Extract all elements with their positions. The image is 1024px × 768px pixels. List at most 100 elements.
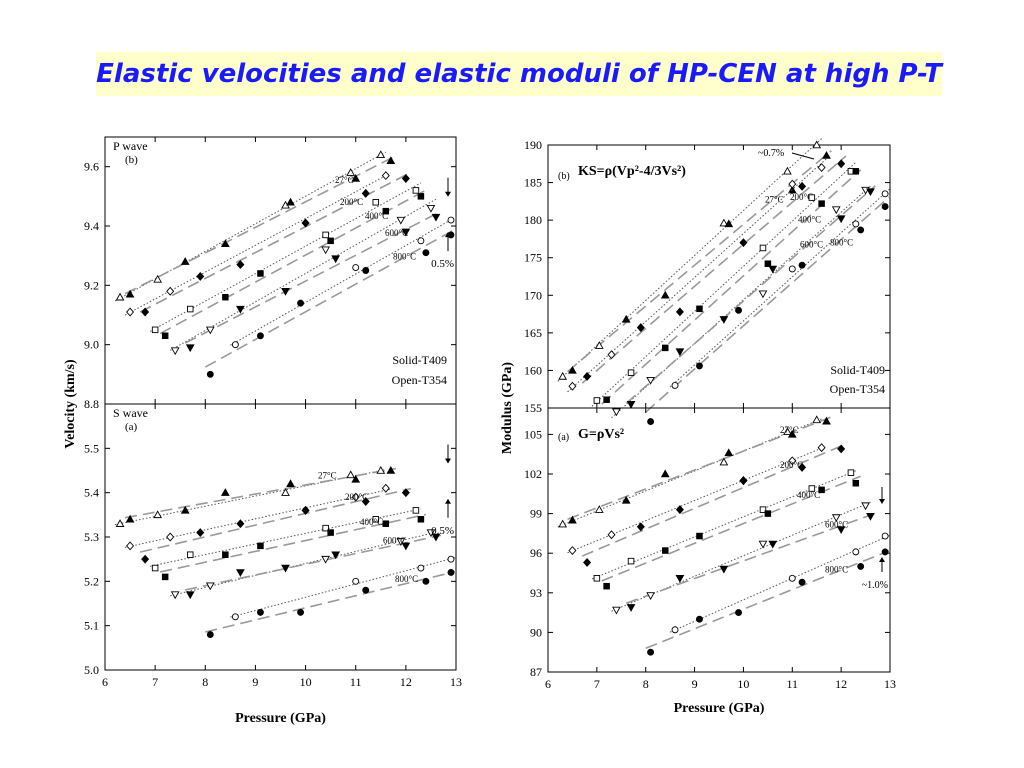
y-tick-label: 99 xyxy=(530,507,542,521)
open-point xyxy=(759,244,767,252)
open-point xyxy=(812,415,822,424)
solid-point xyxy=(161,332,169,340)
open-fit-line xyxy=(124,172,392,316)
open-point xyxy=(627,369,635,376)
solid-point xyxy=(866,512,875,521)
series-27C: 27°C xyxy=(114,150,397,302)
solid-point xyxy=(125,289,135,298)
percent-annotation: ~1.0% xyxy=(862,487,888,591)
solid-fit-line xyxy=(159,513,427,573)
open-point xyxy=(231,613,239,621)
open-point xyxy=(205,326,215,335)
open-point xyxy=(881,532,889,540)
solid-point xyxy=(431,213,441,222)
temperature-label: 400°C xyxy=(797,490,820,500)
solid-point xyxy=(297,299,305,307)
x-tick-label: 9 xyxy=(692,677,698,691)
open-point xyxy=(372,516,380,523)
open-point xyxy=(322,231,329,239)
solid-point xyxy=(401,542,411,551)
temperature-label: 200°C xyxy=(790,192,813,202)
panel-title: KS=ρ(Vp²-4/3Vs²) xyxy=(578,164,686,179)
solid-fit-line xyxy=(581,155,847,384)
legend-solid: Solid-T409 xyxy=(392,353,447,367)
x-tick-label: 8 xyxy=(202,675,208,689)
solid-point xyxy=(822,416,831,425)
solid-point xyxy=(281,564,290,573)
solid-point xyxy=(236,305,245,314)
solid-fit-line xyxy=(567,150,832,373)
solid-point xyxy=(257,270,264,277)
series-600C: 600°C xyxy=(611,185,876,419)
modulus-figure: 155 160 165 170 175 180 185 190 (b) KS=ρ(Vp²-4/3V… xyxy=(500,138,896,716)
x-tick-label: 9 xyxy=(252,675,258,689)
solid-point xyxy=(362,267,370,274)
y-tick-label: 5.2 xyxy=(84,574,99,588)
open-point xyxy=(759,506,767,513)
open-point xyxy=(758,540,768,549)
y-tick-label: 93 xyxy=(530,586,542,600)
y-tick-label: 8.8 xyxy=(84,397,99,411)
open-point xyxy=(231,341,239,349)
series-200C: 200°C xyxy=(567,155,847,393)
y-tick-label: 9.4 xyxy=(84,219,99,233)
x-tick-label: 6 xyxy=(545,677,551,691)
y-axis-label: Modulus (GPa) xyxy=(500,362,515,455)
y-tick-label: 165 xyxy=(524,326,542,340)
open-point xyxy=(417,237,425,245)
arrowhead-icon xyxy=(445,498,451,504)
solid-point xyxy=(220,239,230,248)
solid-point xyxy=(603,582,610,590)
series-27C: 27°C xyxy=(557,138,832,382)
solid-fit-line xyxy=(645,549,891,650)
solid-point xyxy=(603,396,610,403)
solid-point xyxy=(621,495,631,504)
solid-point xyxy=(857,562,865,570)
x-tick-label: 7 xyxy=(594,677,600,691)
solid-point xyxy=(301,505,310,515)
y-tick-label: 5.0 xyxy=(84,663,99,677)
open-point xyxy=(351,492,360,502)
solid-point xyxy=(818,486,825,494)
arrowhead-icon xyxy=(445,232,451,238)
y-tick-label: 9.0 xyxy=(84,338,99,352)
y-tick-label: 170 xyxy=(524,288,542,302)
percent-annotation-label: ~0.7% xyxy=(758,148,784,159)
open-point xyxy=(153,510,163,519)
open-point xyxy=(568,381,577,391)
open-point xyxy=(426,204,436,213)
panel-title: P wave xyxy=(113,139,148,153)
solid-fit-line xyxy=(205,570,457,633)
solid-point xyxy=(739,476,748,486)
y-tick-label: 90 xyxy=(530,625,542,639)
solid-point xyxy=(662,344,669,352)
open-point xyxy=(322,524,329,532)
solid-point xyxy=(331,551,341,560)
solid-fit-line xyxy=(159,189,427,335)
open-fit-line xyxy=(557,138,822,382)
solid-point xyxy=(719,565,729,574)
solid-point xyxy=(764,510,772,517)
open-point xyxy=(321,555,330,564)
series-400C: 400°C xyxy=(149,182,427,340)
series-800C: 800°C xyxy=(645,532,891,656)
series-400C: 400°C xyxy=(150,507,427,581)
x-tick-label: 10 xyxy=(737,677,749,691)
open-point xyxy=(568,546,577,556)
arrowhead-icon xyxy=(879,557,885,562)
solid-fit-line xyxy=(601,475,861,582)
series-27C: 27°C xyxy=(557,415,832,528)
solid-point xyxy=(301,218,310,228)
solid-point xyxy=(626,400,636,409)
open-point xyxy=(417,564,425,572)
open-point xyxy=(783,166,792,175)
open-point xyxy=(396,538,406,546)
solid-point xyxy=(422,249,430,257)
solid-point xyxy=(857,226,865,234)
open-point xyxy=(281,488,290,496)
temperature-label: 400°C xyxy=(798,214,821,224)
solid-point xyxy=(180,257,190,265)
solid-point xyxy=(281,288,290,296)
solid-point xyxy=(161,573,169,581)
solid-point xyxy=(236,569,245,577)
